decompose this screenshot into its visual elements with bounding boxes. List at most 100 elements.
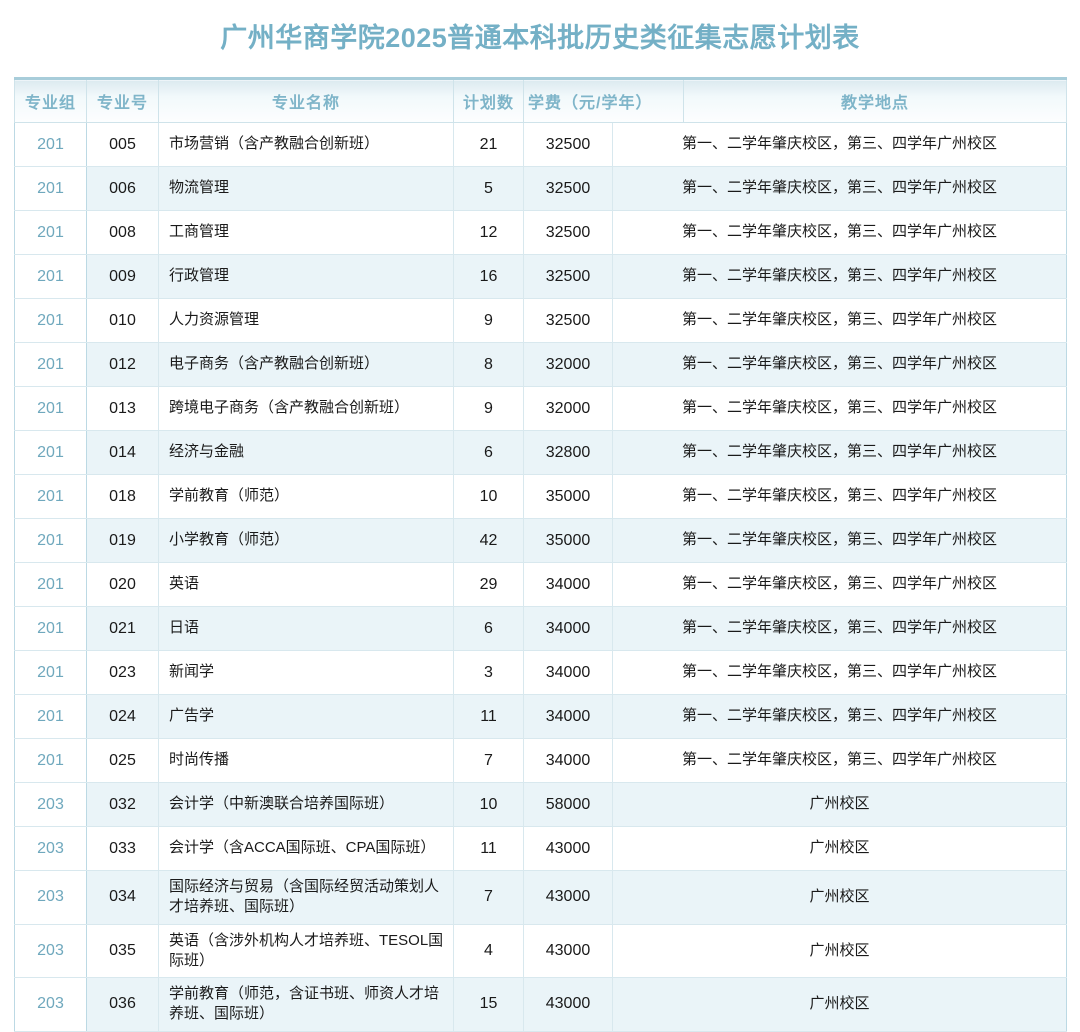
cell-quota: 10 [453,474,524,519]
cell-quota: 9 [453,386,524,431]
cell-place: 第一、二学年肇庆校区，第三、四学年广州校区 [612,210,1067,255]
cell-code: 014 [86,430,159,475]
cell-name: 时尚传播 [158,738,454,783]
table-head: 专业组 专业号 专业名称 计划数 学费（元/学年） 教学地点 [14,77,1067,123]
cell-name: 会计学（中新澳联合培养国际班） [158,782,454,827]
cell-name: 学前教育（师范，含证书班、师资人才培养班、国际班） [158,977,454,1032]
cell-name: 跨境电子商务（含产教融合创新班） [158,386,454,431]
cell-name: 工商管理 [158,210,454,255]
cell-fee: 34000 [523,562,613,607]
cell-name: 物流管理 [158,166,454,211]
cell-fee: 32000 [523,342,613,387]
cell-group: 203 [14,870,87,925]
table-row: 201 009 行政管理 16 32500 第一、二学年肇庆校区，第三、四学年广州校区 [14,254,1067,299]
cell-fee: 43000 [523,977,613,1032]
cell-quota: 10 [453,782,524,827]
table-row: 201 023 新闻学 3 34000 第一、二学年肇庆校区，第三、四学年广州校区 [14,650,1067,695]
cell-code: 008 [86,210,159,255]
cell-fee: 32500 [523,166,613,211]
cell-group: 201 [14,650,87,695]
column-header-name: 专业名称 [158,77,454,123]
table-row: 201 005 市场营销（含产教融合创新班） 21 32500 第一、二学年肇庆校区，第三… [14,122,1067,167]
admission-plan-table: 专业组 专业号 专业名称 计划数 学费（元/学年） 教学地点 201 005 市场营… [14,77,1067,1032]
table-row: 201 014 经济与金融 6 32800 第一、二学年肇庆校区，第三、四学年广州校区 [14,430,1067,475]
table-row: 203 036 学前教育（师范，含证书班、师资人才培养班、国际班） 15 43000 广州… [14,977,1067,1032]
cell-code: 024 [86,694,159,739]
cell-name: 市场营销（含产教融合创新班） [158,122,454,167]
cell-fee: 32500 [523,122,613,167]
cell-name: 国际经济与贸易（含国际经贸活动策划人才培养班、国际班） [158,870,454,925]
cell-place: 第一、二学年肇庆校区，第三、四学年广州校区 [612,474,1067,519]
column-header-code: 专业号 [86,77,159,123]
cell-name: 英语 [158,562,454,607]
cell-quota: 4 [453,924,524,978]
cell-fee: 34000 [523,694,613,739]
cell-name: 广告学 [158,694,454,739]
cell-name: 行政管理 [158,254,454,299]
cell-place: 第一、二学年肇庆校区，第三、四学年广州校区 [612,166,1067,211]
table-row: 201 021 日语 6 34000 第一、二学年肇庆校区，第三、四学年广州校区 [14,606,1067,651]
cell-fee: 34000 [523,606,613,651]
table-container: 专业组 专业号 专业名称 计划数 学费（元/学年） 教学地点 201 005 市场营… [0,77,1080,1032]
table-row: 201 008 工商管理 12 32500 第一、二学年肇庆校区，第三、四学年广州校区 [14,210,1067,255]
cell-group: 201 [14,430,87,475]
cell-place: 第一、二学年肇庆校区，第三、四学年广州校区 [612,650,1067,695]
cell-name: 英语（含涉外机构人才培养班、TESOL国际班） [158,924,454,978]
cell-quota: 8 [453,342,524,387]
cell-name: 人力资源管理 [158,298,454,343]
table-row: 203 034 国际经济与贸易（含国际经贸活动策划人才培养班、国际班） 7 43000 广… [14,870,1067,925]
cell-fee: 43000 [523,924,613,978]
cell-code: 034 [86,870,159,925]
cell-fee: 35000 [523,474,613,519]
cell-name: 电子商务（含产教融合创新班） [158,342,454,387]
page-title-bar: 广州华商学院2025普通本科批历史类征集志愿计划表 [0,0,1080,77]
cell-group: 201 [14,342,87,387]
table-row: 203 033 会计学（含ACCA国际班、CPA国际班） 11 43000 广州校区 [14,826,1067,871]
table-row: 201 013 跨境电子商务（含产教融合创新班） 9 32000 第一、二学年肇庆校区，第… [14,386,1067,431]
cell-name: 会计学（含ACCA国际班、CPA国际班） [158,826,454,871]
cell-code: 025 [86,738,159,783]
column-header-quota: 计划数 [453,77,524,123]
table-row: 201 010 人力资源管理 9 32500 第一、二学年肇庆校区，第三、四学年广州校区 [14,298,1067,343]
cell-code: 018 [86,474,159,519]
cell-name: 新闻学 [158,650,454,695]
cell-fee: 32500 [523,298,613,343]
cell-group: 203 [14,977,87,1032]
table-header-row: 专业组 专业号 专业名称 计划数 学费（元/学年） 教学地点 [14,77,1067,123]
cell-quota: 7 [453,738,524,783]
cell-quota: 9 [453,298,524,343]
cell-place: 第一、二学年肇庆校区，第三、四学年广州校区 [612,342,1067,387]
table-row: 201 018 学前教育（师范） 10 35000 第一、二学年肇庆校区，第三、四学年广州… [14,474,1067,519]
cell-quota: 11 [453,826,524,871]
cell-code: 010 [86,298,159,343]
cell-name: 经济与金融 [158,430,454,475]
cell-quota: 29 [453,562,524,607]
cell-group: 201 [14,166,87,211]
cell-place: 第一、二学年肇庆校区，第三、四学年广州校区 [612,738,1067,783]
cell-place: 第一、二学年肇庆校区，第三、四学年广州校区 [612,562,1067,607]
cell-code: 012 [86,342,159,387]
page-title: 广州华商学院2025普通本科批历史类征集志愿计划表 [220,22,860,53]
cell-fee: 32500 [523,254,613,299]
cell-quota: 5 [453,166,524,211]
cell-group: 201 [14,606,87,651]
cell-group: 201 [14,738,87,783]
cell-fee: 35000 [523,518,613,563]
cell-fee: 43000 [523,870,613,925]
cell-group: 201 [14,474,87,519]
cell-quota: 12 [453,210,524,255]
cell-code: 019 [86,518,159,563]
cell-quota: 42 [453,518,524,563]
cell-fee: 32800 [523,430,613,475]
cell-quota: 15 [453,977,524,1032]
cell-quota: 6 [453,430,524,475]
cell-name: 小学教育（师范） [158,518,454,563]
table-row: 201 025 时尚传播 7 34000 第一、二学年肇庆校区，第三、四学年广州校区 [14,738,1067,783]
cell-code: 020 [86,562,159,607]
table-row: 203 032 会计学（中新澳联合培养国际班） 10 58000 广州校区 [14,782,1067,827]
cell-name: 日语 [158,606,454,651]
cell-place: 第一、二学年肇庆校区，第三、四学年广州校区 [612,694,1067,739]
cell-fee: 58000 [523,782,613,827]
cell-fee: 32000 [523,386,613,431]
